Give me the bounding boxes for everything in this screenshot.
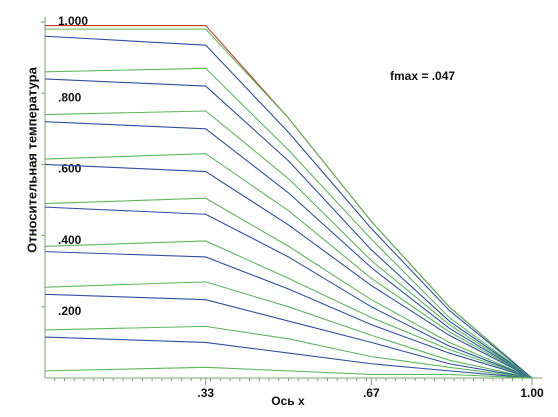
series-line [44, 78, 533, 379]
series-line [44, 110, 533, 379]
series-line [44, 153, 533, 379]
y-tick-label: .800 [58, 90, 82, 104]
series-line [44, 366, 533, 379]
y-tick-label: .200 [58, 304, 82, 318]
y-tick-label: .400 [58, 233, 82, 247]
series-line [44, 325, 533, 379]
series-line [44, 251, 533, 379]
x-axis-label: Ось x [271, 394, 305, 408]
series-line [44, 197, 533, 379]
series-line [44, 206, 533, 379]
y-axis-label: Относительная температура [24, 66, 39, 252]
y-tick-label: .600 [58, 162, 82, 176]
series-line [44, 240, 533, 379]
x-tick-label: .33 [197, 386, 214, 400]
x-tick-label: 1.00 [520, 386, 544, 400]
annotation: fmax = .047 [390, 69, 455, 83]
series-line [44, 336, 533, 379]
series-line [44, 163, 533, 379]
y-tick-label: 1.000 [58, 14, 88, 28]
x-tick-label: .67 [363, 386, 380, 400]
series-line [44, 121, 533, 379]
series-line [44, 35, 533, 379]
series-line [45, 28, 533, 379]
series-line [44, 293, 533, 379]
series-line [44, 67, 533, 379]
series-line [44, 281, 533, 379]
